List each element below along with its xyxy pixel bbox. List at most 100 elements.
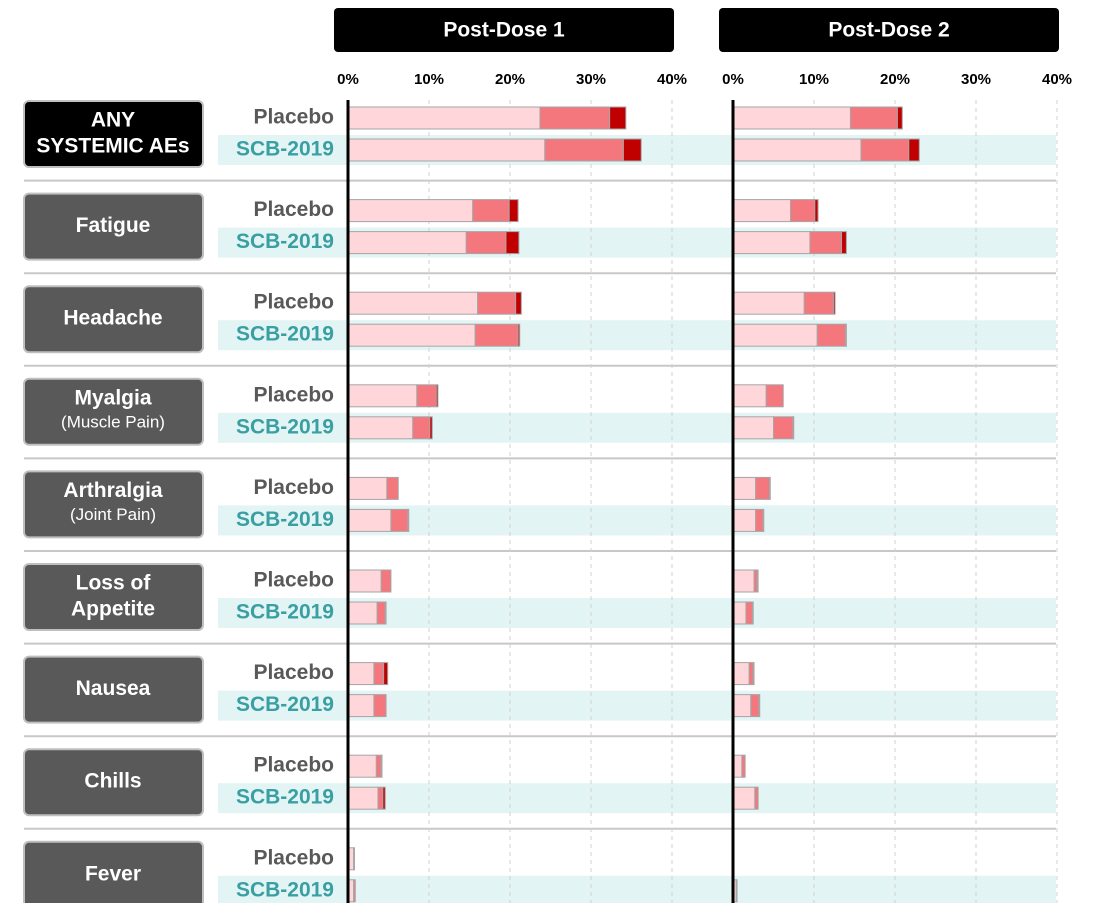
- category-note: (Muscle Pain): [61, 412, 165, 431]
- panel-title: Post-Dose 1: [443, 19, 565, 42]
- row-label: Placebo: [253, 291, 334, 314]
- category-box: [23, 470, 204, 539]
- bar-segment: [745, 601, 753, 625]
- row-band: [218, 875, 1056, 903]
- bar-segment: [380, 754, 383, 778]
- bar-segment: [376, 601, 386, 625]
- bar-segment: [622, 138, 642, 162]
- bar-segment: [429, 416, 433, 440]
- row-label: SCB-2019: [236, 786, 334, 809]
- row-label: SCB-2019: [236, 508, 334, 531]
- bar-segment: [517, 323, 521, 347]
- bar-segment: [816, 323, 847, 347]
- bar-segment: [768, 476, 771, 500]
- bar-segment: [465, 231, 507, 255]
- bar-segment: [544, 138, 624, 162]
- row-label: SCB-2019: [236, 230, 334, 253]
- bar-segment: [435, 384, 439, 408]
- bar-segment: [347, 231, 467, 255]
- bar-segment: [347, 323, 476, 347]
- row-label: SCB-2019: [236, 878, 334, 901]
- x-tick-label: 10%: [414, 71, 444, 88]
- bar-segment: [765, 384, 784, 408]
- row-label: Placebo: [253, 476, 334, 499]
- row-band: [218, 227, 1056, 258]
- bar-segment: [790, 199, 816, 223]
- x-tick-label: 40%: [657, 71, 687, 88]
- x-tick-label: 30%: [576, 71, 606, 88]
- bar-segment: [505, 231, 520, 255]
- bar-segment: [752, 662, 755, 686]
- bar-segment: [353, 847, 355, 871]
- bar-segment: [347, 384, 418, 408]
- bar-segment: [860, 138, 910, 162]
- bar-segment: [750, 694, 760, 718]
- category-box: [23, 192, 204, 261]
- category-label: ANY: [91, 109, 135, 132]
- row-label: SCB-2019: [236, 601, 334, 624]
- bar-segment: [841, 231, 847, 255]
- bar-segment: [732, 694, 752, 718]
- bar-segment: [347, 694, 375, 718]
- bar-segment: [353, 879, 356, 903]
- bar-segment: [732, 323, 818, 347]
- bar-segment: [383, 662, 389, 686]
- bar-segment: [347, 662, 375, 686]
- bar-segment: [347, 601, 378, 625]
- bar-segment: [347, 416, 414, 440]
- category-note: (Joint Pain): [70, 505, 156, 524]
- row-band: [218, 783, 1056, 814]
- bar-segment: [732, 662, 750, 686]
- bar-segment: [735, 879, 738, 903]
- x-tick-label: 40%: [1042, 71, 1072, 88]
- bar-segment: [347, 569, 382, 593]
- row-band: [218, 690, 1056, 721]
- bar-segment: [347, 291, 479, 315]
- bar-segment: [472, 199, 510, 223]
- row-band: [218, 505, 1056, 536]
- bar-segment: [755, 508, 764, 532]
- bar-segment: [741, 754, 746, 778]
- category-label: Fever: [85, 862, 141, 885]
- x-tick-label: 10%: [799, 71, 829, 88]
- bar-segment: [416, 384, 437, 408]
- bar-segment: [407, 508, 410, 532]
- bar-segment: [751, 601, 754, 625]
- bar-segment: [832, 291, 836, 315]
- bar-segment: [896, 106, 903, 130]
- bar-segment: [755, 476, 770, 500]
- x-tick-label: 0%: [337, 71, 359, 88]
- panel-title: Post-Dose 2: [828, 19, 949, 42]
- bar-segment: [347, 138, 546, 162]
- bar-segment: [748, 662, 754, 686]
- bar-segment: [373, 694, 387, 718]
- bar-segment: [347, 786, 379, 810]
- row-label: Placebo: [253, 569, 334, 592]
- x-tick-label: 20%: [880, 71, 910, 88]
- category-label: Loss of: [76, 572, 152, 595]
- bar-segment: [380, 569, 392, 593]
- category-label: Chills: [84, 770, 141, 793]
- row-label: Placebo: [253, 383, 334, 406]
- bar-segment: [845, 323, 847, 347]
- bar-segment: [377, 786, 384, 810]
- category-label: Headache: [63, 307, 162, 330]
- row-band: [218, 320, 1056, 351]
- row-band: [218, 412, 1056, 443]
- row-label: Placebo: [253, 198, 334, 221]
- bar-segment: [814, 199, 819, 223]
- category-box: [23, 655, 204, 724]
- category-box: [23, 563, 204, 631]
- bar-segment: [732, 786, 756, 810]
- bar-segment: [384, 601, 387, 625]
- row-label: Placebo: [253, 106, 334, 129]
- bar-segment: [732, 199, 792, 223]
- row-label: SCB-2019: [236, 138, 334, 161]
- panel-header: [334, 8, 674, 52]
- bar-segment: [515, 291, 522, 315]
- bar-segment: [773, 416, 794, 440]
- bar-segment: [732, 569, 755, 593]
- category-label: Fatigue: [76, 214, 151, 237]
- bar-segment: [732, 291, 805, 315]
- bar-segment: [908, 138, 920, 162]
